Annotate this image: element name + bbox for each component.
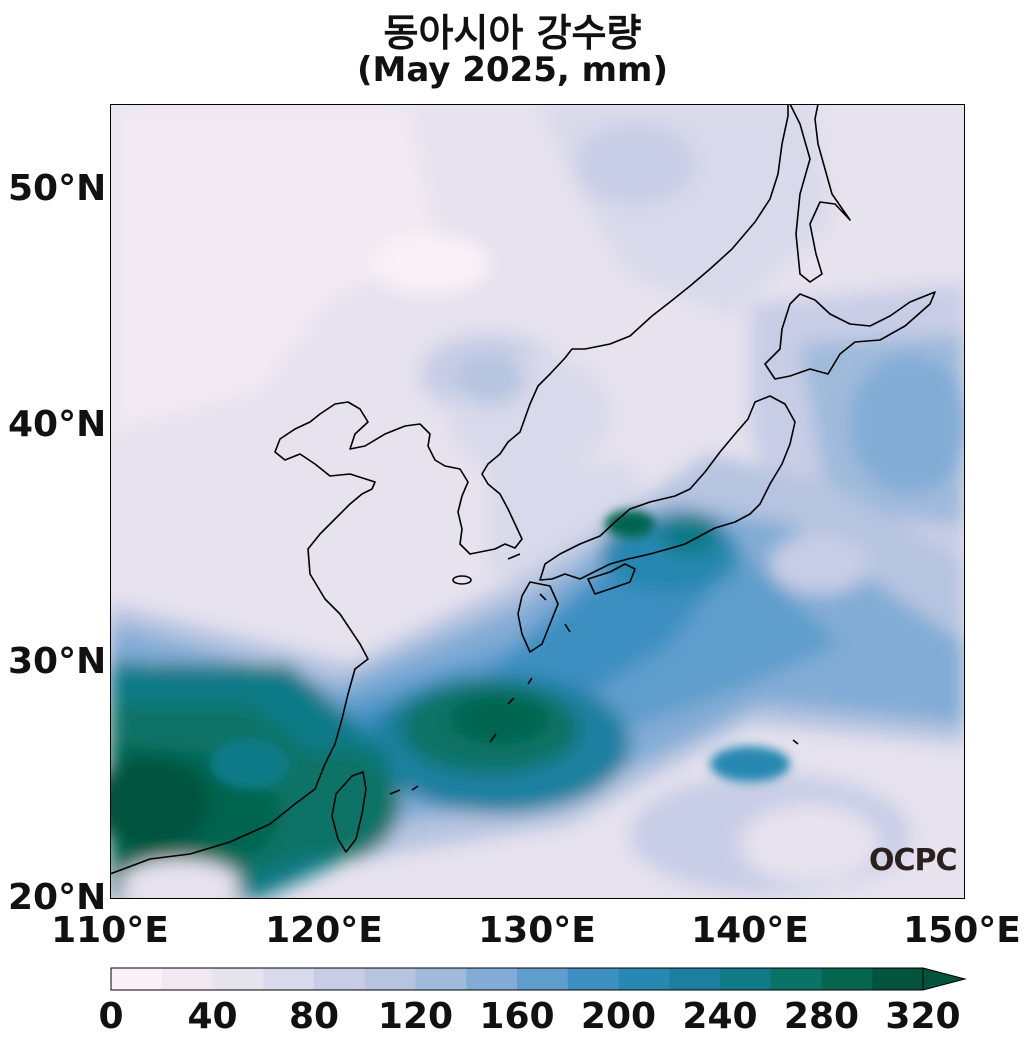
precipitation-map	[110, 104, 965, 899]
precip-band	[120, 859, 240, 899]
colorbar-segment	[161, 968, 213, 990]
colorbar-segment	[720, 968, 772, 990]
precip-band	[110, 104, 440, 434]
precip-band	[770, 534, 870, 594]
precip-band	[605, 510, 655, 538]
colorbar-tick-label: 200	[580, 996, 657, 1037]
precip-band	[575, 124, 695, 204]
precip-band	[660, 512, 720, 556]
colorbar-segment	[821, 968, 873, 990]
lon-tick-label: 110°E	[51, 910, 169, 951]
colorbar-segment	[567, 968, 619, 990]
coastlines	[110, 104, 936, 875]
colorbar-segment	[111, 968, 163, 990]
colorbar-segment	[364, 968, 416, 990]
lat-tick-label: 50°N	[8, 168, 107, 209]
precip-band	[740, 804, 880, 884]
mainland-coastline	[110, 104, 789, 875]
colorbar-segment	[212, 968, 264, 990]
coastal-islands	[507, 553, 571, 633]
colorbar-tick-label: 0	[98, 996, 124, 1037]
colorbar-tick-label: 320	[885, 996, 961, 1037]
map-title: 동아시아 강수량	[383, 11, 642, 55]
map-subtitle: (May 2025, mm)	[356, 50, 669, 90]
lon-tick-label: 140°E	[691, 910, 809, 951]
colorbar-outline	[110, 967, 924, 991]
colorbar-tick-label: 120	[377, 996, 454, 1037]
jeju-coastline	[452, 575, 472, 585]
colorbar	[110, 967, 967, 991]
colorbar-tick-label: 280	[783, 996, 860, 1037]
lon-tick-label: 130°E	[478, 910, 596, 951]
shikoku-coastline	[587, 563, 636, 595]
hokkaido-coastline	[764, 291, 936, 380]
colorbar-segment	[314, 968, 366, 990]
colorbar-extend-arrow	[922, 967, 967, 991]
colorbar-tick-label: 160	[479, 996, 555, 1037]
precip-band	[370, 234, 490, 294]
sakhalin-coastline	[789, 104, 851, 283]
colorbar-segment	[415, 968, 467, 990]
colorbar-tick-label: 240	[682, 996, 758, 1037]
colorbar-segment	[770, 968, 822, 990]
precip-band	[710, 746, 790, 782]
lon-tick-label: 120°E	[265, 910, 383, 951]
lat-tick-label: 40°N	[8, 404, 107, 445]
colorbar-segment	[618, 968, 670, 990]
ocpc-logo: OCPC	[869, 843, 958, 878]
colorbar-segment	[517, 968, 569, 990]
honshu-coastline	[539, 395, 796, 581]
colorbar-tick-label: 80	[288, 996, 340, 1037]
colorbar-segment	[669, 968, 721, 990]
precip-band	[455, 354, 525, 404]
kyushu-coastline	[517, 581, 559, 653]
lon-tick-label: 150°E	[903, 910, 1021, 951]
precip-band	[210, 739, 290, 789]
lat-tick-label: 30°N	[8, 641, 107, 682]
precip-band	[450, 694, 550, 744]
precip-band	[110, 759, 210, 849]
lat-tick-label: 20°N	[8, 877, 107, 918]
colorbar-segment	[466, 968, 518, 990]
colorbar-tick-label: 40	[187, 996, 238, 1037]
taiwan-coastline	[331, 771, 367, 853]
precip-band	[850, 354, 965, 494]
colorbar-segment	[872, 968, 924, 990]
ryukyu-islands	[389, 677, 799, 795]
precip-band	[280, 749, 400, 859]
colorbar-segment	[263, 968, 315, 990]
